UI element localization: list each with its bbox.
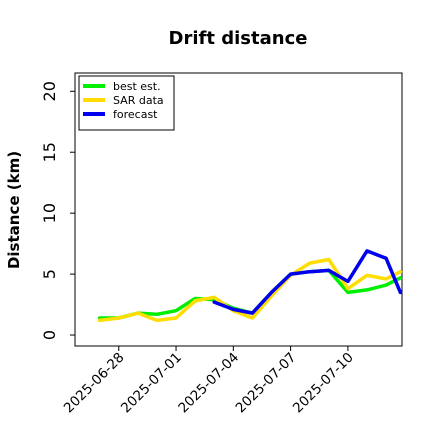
legend-label: forecast <box>113 108 158 121</box>
x-tick-label: 2025-06-28 <box>61 350 128 417</box>
y-tick-label: 5 <box>40 269 59 279</box>
y-axis: 0 5 10 15 20 <box>40 81 75 340</box>
legend-label: SAR data <box>113 94 164 107</box>
y-tick-label: 0 <box>40 330 59 340</box>
legend-label: best est. <box>113 80 161 93</box>
plot-lines <box>97 249 403 323</box>
y-tick-label: 20 <box>40 81 59 101</box>
series-line <box>212 249 403 315</box>
y-tick-label: 10 <box>40 203 59 223</box>
series-line <box>97 257 403 323</box>
plot-frame <box>74 72 403 347</box>
x-tick-label: 2025-07-07 <box>233 350 300 417</box>
x-axis: 2025-06-282025-07-012025-07-042025-07-07… <box>61 346 357 416</box>
chart-title: Drift distance <box>169 28 308 49</box>
y-axis-label: Distance (km) <box>5 151 23 269</box>
x-tick-label: 2025-07-04 <box>175 350 242 417</box>
x-tick-label: 2025-07-10 <box>290 350 357 417</box>
x-tick-label: 2025-07-01 <box>118 350 185 417</box>
series-line <box>97 268 403 320</box>
y-tick-label: 15 <box>40 142 59 162</box>
